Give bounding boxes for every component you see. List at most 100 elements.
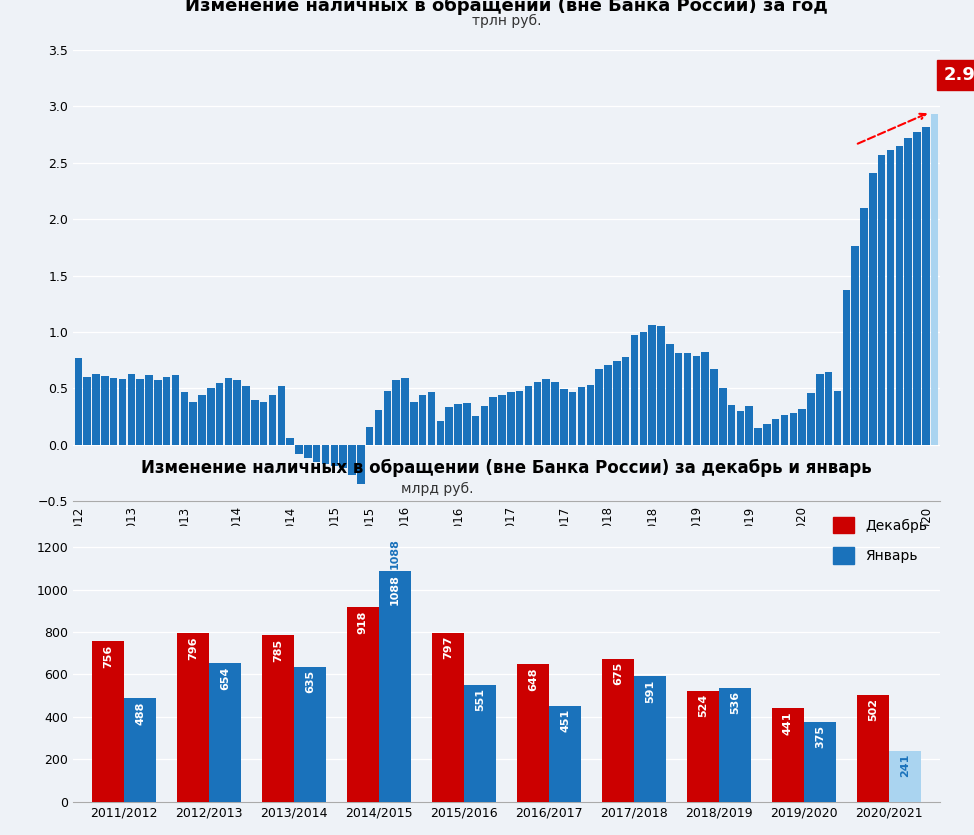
Bar xyxy=(278,386,285,444)
Bar xyxy=(634,676,666,802)
Bar xyxy=(499,395,506,444)
Bar xyxy=(128,373,135,444)
Bar xyxy=(313,444,320,462)
Bar xyxy=(586,385,594,444)
Bar xyxy=(657,326,664,444)
Bar xyxy=(649,325,656,444)
Bar xyxy=(445,407,453,444)
Bar xyxy=(295,444,303,453)
Bar xyxy=(464,685,497,802)
Bar xyxy=(180,392,188,444)
Bar xyxy=(384,391,391,444)
Bar xyxy=(684,353,692,444)
Text: 375: 375 xyxy=(815,726,825,748)
Bar xyxy=(347,607,379,802)
Bar xyxy=(339,444,347,468)
Text: 551: 551 xyxy=(475,688,485,711)
Text: 648: 648 xyxy=(528,667,538,691)
Bar xyxy=(728,405,735,444)
Text: 1088: 1088 xyxy=(391,574,400,605)
Bar xyxy=(856,696,889,802)
Text: 675: 675 xyxy=(613,661,622,685)
Bar xyxy=(176,633,209,802)
Bar xyxy=(895,146,903,444)
Bar xyxy=(799,408,805,444)
Text: 2.94: 2.94 xyxy=(944,66,974,84)
Bar xyxy=(569,392,577,444)
Bar xyxy=(262,635,294,802)
Text: 918: 918 xyxy=(357,610,368,634)
Bar xyxy=(330,444,338,466)
Bar xyxy=(269,395,277,444)
Bar xyxy=(145,375,153,444)
Bar xyxy=(931,114,938,444)
Title: Изменение наличных в обращении (вне Банка России) за декабрь и январь: Изменение наличных в обращении (вне Банк… xyxy=(141,459,872,478)
Bar xyxy=(914,133,920,444)
Bar xyxy=(480,407,488,444)
Bar xyxy=(772,418,779,444)
Bar xyxy=(294,667,326,802)
Bar xyxy=(75,358,82,444)
Bar xyxy=(701,352,709,444)
Bar xyxy=(551,382,559,444)
Bar xyxy=(666,344,674,444)
Bar xyxy=(101,376,108,444)
Bar xyxy=(490,397,497,444)
Text: 796: 796 xyxy=(188,636,198,660)
Text: 524: 524 xyxy=(697,694,708,717)
Bar xyxy=(419,395,427,444)
Bar xyxy=(366,427,373,444)
Bar xyxy=(595,369,603,444)
Bar xyxy=(834,391,842,444)
Bar xyxy=(251,399,259,444)
Bar xyxy=(816,373,824,444)
Bar xyxy=(560,389,568,444)
Bar xyxy=(807,392,815,444)
Bar xyxy=(225,378,232,444)
Bar xyxy=(410,402,418,444)
Text: 797: 797 xyxy=(443,635,453,659)
Bar xyxy=(790,413,797,444)
Bar xyxy=(860,208,868,444)
Bar xyxy=(431,633,464,802)
Bar xyxy=(93,373,99,444)
Bar xyxy=(640,331,647,444)
Bar xyxy=(207,388,214,444)
Bar xyxy=(905,138,912,444)
Bar xyxy=(379,571,411,802)
Bar xyxy=(843,291,850,444)
Text: 488: 488 xyxy=(135,701,145,725)
Text: 1088: 1088 xyxy=(391,538,400,569)
Bar xyxy=(84,377,91,444)
Bar xyxy=(154,381,162,444)
Bar xyxy=(507,392,514,444)
Bar xyxy=(675,353,683,444)
Bar xyxy=(92,641,124,802)
Bar xyxy=(719,388,727,444)
Bar xyxy=(216,382,223,444)
Bar xyxy=(454,404,462,444)
Bar xyxy=(602,659,634,802)
Bar xyxy=(136,379,144,444)
Text: 441: 441 xyxy=(783,711,793,735)
Bar xyxy=(357,444,364,484)
Bar xyxy=(754,428,762,444)
Title: Изменение наличных в обращении (вне Банка России) за год: Изменение наличных в обращении (вне Банк… xyxy=(185,0,828,15)
Bar xyxy=(534,382,542,444)
Bar xyxy=(781,415,788,444)
Text: 756: 756 xyxy=(103,645,113,668)
Bar xyxy=(693,356,700,444)
Bar xyxy=(260,402,268,444)
Text: 451: 451 xyxy=(560,709,570,732)
Text: 241: 241 xyxy=(900,754,910,777)
Bar xyxy=(463,403,470,444)
Bar xyxy=(209,663,242,802)
Bar xyxy=(286,438,294,444)
Bar xyxy=(198,395,206,444)
Bar xyxy=(349,444,356,475)
Bar xyxy=(516,665,549,802)
Text: трлн руб.: трлн руб. xyxy=(471,14,542,28)
Text: 654: 654 xyxy=(220,666,230,690)
Bar xyxy=(401,378,409,444)
Bar xyxy=(604,365,612,444)
